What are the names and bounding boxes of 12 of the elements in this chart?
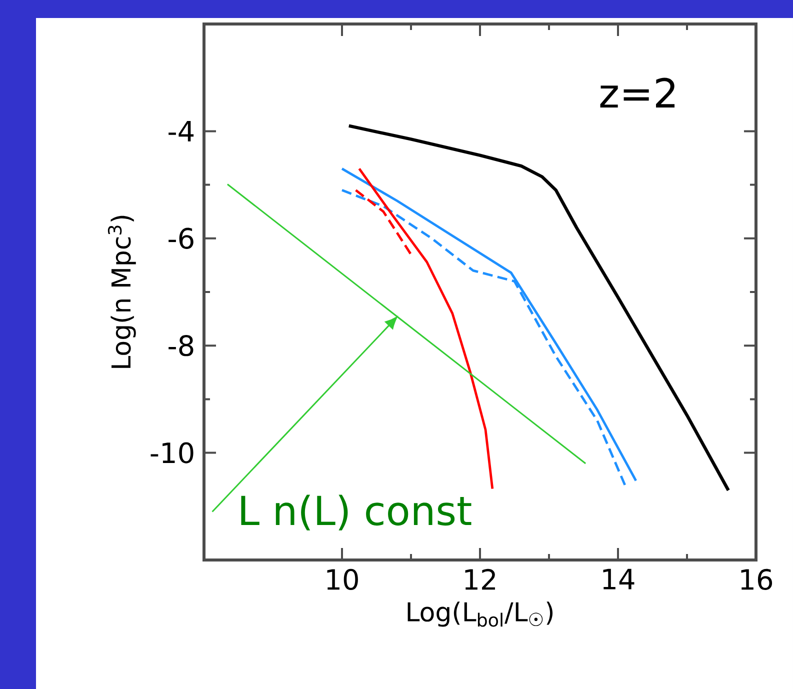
x-tick-label: 10 [327, 568, 358, 590]
y-tick-label: -10 [150, 442, 194, 464]
x-axis-title: Log(L$_{bol}$/L$_{☉}$) [408, 602, 553, 627]
annotation: z=2 [600, 78, 675, 108]
y-tick-label: -4 [168, 121, 194, 142]
y-axis-title: Log(n Mpc$^{3}$) [108, 216, 136, 368]
y-tick-label: -6 [168, 228, 194, 249]
y-tick-label: -8 [168, 335, 194, 356]
x-tick-label: 12 [465, 568, 495, 590]
x-tick-label: 14 [603, 568, 634, 590]
x-tick-label: 16 [741, 568, 772, 590]
annotation: L n(L) const [241, 494, 472, 530]
